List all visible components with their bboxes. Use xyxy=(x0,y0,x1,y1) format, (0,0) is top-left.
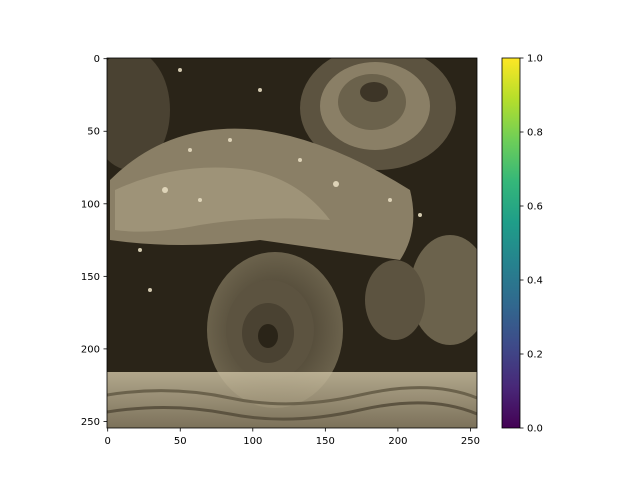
colorbar-tick-label: 0.8 xyxy=(527,128,543,139)
x-axis: 0 50 100 150 200 250 xyxy=(105,428,480,447)
x-tick-label: 50 xyxy=(174,436,187,447)
y-tick-label: 50 xyxy=(87,127,100,138)
colorbar-frame xyxy=(501,57,521,429)
y-tick-label: 250 xyxy=(81,417,100,428)
heatmap-image xyxy=(107,58,477,428)
colorbar-axis: 0.0 0.2 0.4 0.6 0.8 1.0 xyxy=(520,54,543,435)
colorbar-tick-label: 1.0 xyxy=(527,54,543,65)
axes-frame xyxy=(106,57,478,429)
colorbar-tick-label: 0.4 xyxy=(527,276,543,287)
x-tick-label: 200 xyxy=(388,436,407,447)
colorbar-tick-label: 0.2 xyxy=(527,350,543,361)
x-tick-label: 100 xyxy=(243,436,262,447)
x-tick-label: 150 xyxy=(316,436,335,447)
y-axis: 0 50 100 150 200 250 xyxy=(81,54,107,428)
y-tick-label: 200 xyxy=(81,344,100,355)
y-tick-label: 100 xyxy=(81,199,100,210)
colorbar-tick-label: 0.0 xyxy=(527,424,543,435)
colorbar xyxy=(502,58,520,428)
colorbar-tick-label: 0.6 xyxy=(527,202,543,213)
x-tick-label: 250 xyxy=(461,436,480,447)
y-tick-label: 0 xyxy=(94,54,100,65)
x-tick-label: 0 xyxy=(105,436,111,447)
y-tick-label: 150 xyxy=(81,272,100,283)
